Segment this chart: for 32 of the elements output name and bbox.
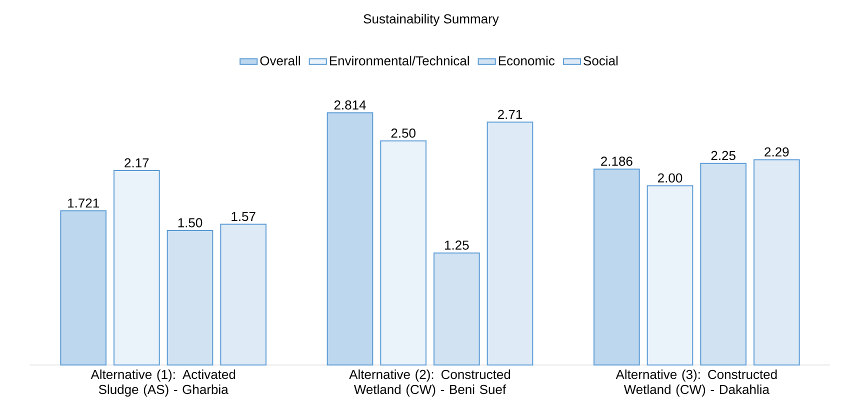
data-label: 2.00 [658,173,682,183]
chart-title: Sustainability Summary [364,14,499,26]
data-label: 1.57 [232,212,256,222]
bar [114,170,160,366]
data-label: 2.186 [601,156,632,166]
bar [754,159,800,366]
data-label: 1.25 [445,240,469,250]
bar [700,162,746,366]
bar [166,230,214,366]
legend-label: Environmental/Technical [330,56,469,66]
x-tick-label: Alternative (1): Activated Sludge (AS) - Gharbia [90,370,236,397]
data-label: 1.50 [178,218,202,228]
data-label: 2.29 [764,147,789,157]
bar [594,168,640,366]
data-label: 2.25 [711,150,736,160]
legend-label: Overall [260,56,300,66]
bar [486,122,534,366]
legend-label: Economic [498,56,555,66]
bar [60,210,107,366]
legend-label: Social [584,56,618,66]
bar [220,224,267,366]
data-label: 1.721 [68,198,99,208]
data-label: 2.71 [498,110,522,119]
x-tick-label: Alternative (3): Constructed Wetland (CW) - Dakahlia [616,370,777,397]
data-label: 2.50 [391,128,416,138]
bar [434,252,480,366]
x-tick-label: Alternative (2): Constructed Wetland (CW) - Beni Suef [349,370,510,397]
bar [326,112,374,366]
data-label: 2.17 [124,158,149,168]
data-label: 2.814 [334,100,366,110]
bar [646,185,694,366]
bar [380,140,427,366]
